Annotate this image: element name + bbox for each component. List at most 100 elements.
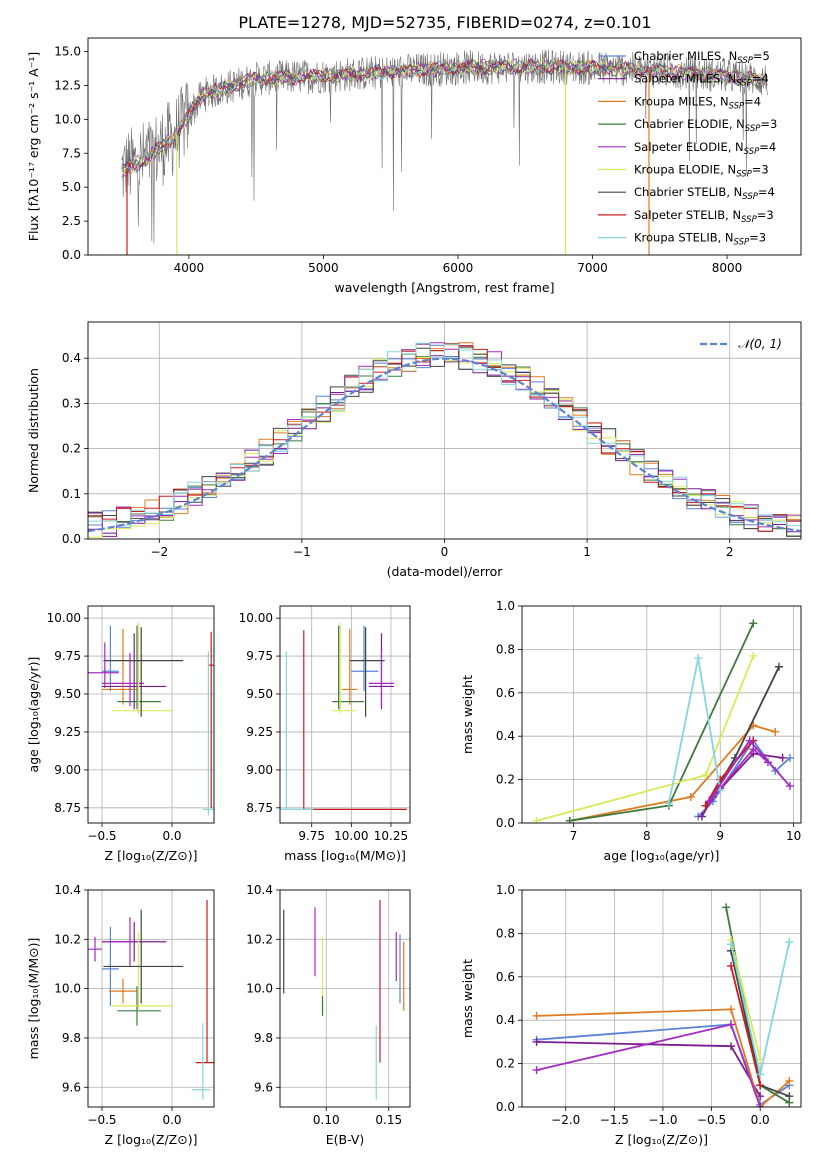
x-tick-label: 7 bbox=[570, 829, 578, 843]
x-tick-label: 7000 bbox=[577, 261, 608, 275]
series-line bbox=[569, 724, 776, 822]
weight-vs-metallicity-plot: −2.0 −1.5 −1.0 −0.5 0.0 0.0 0.2 0.4 0.6 0.8 1.0 Z [… bbox=[460, 883, 802, 1147]
x-axis-label: Z [log₁₀(Z/Z⊙)] bbox=[105, 1132, 198, 1147]
x-tick-label: −1.5 bbox=[600, 1113, 629, 1127]
x-tick-label: −1 bbox=[293, 545, 311, 559]
x-tick-label: 0 bbox=[441, 545, 449, 559]
data-point-marker bbox=[771, 727, 780, 736]
y-tick-label: 1.0 bbox=[496, 599, 515, 613]
weight-vs-age-plot: 7 8 9 10 0.0 0.2 0.4 0.6 0.8 1.0 age [log₁₀(age/yr… bbox=[460, 599, 802, 863]
observed-spectrum-line bbox=[121, 49, 768, 244]
x-tick-label: 8 bbox=[643, 829, 651, 843]
axes-frame bbox=[279, 889, 411, 1108]
x-axis-label: Z [log₁₀(Z/Z⊙)] bbox=[105, 848, 198, 863]
data-point-marker bbox=[745, 736, 754, 745]
y-tick-label: 10.0 bbox=[54, 982, 81, 996]
figure-title: PLATE=1278, MJD=52735, FIBERID=0274, z=0… bbox=[238, 13, 651, 32]
x-axis-label: E(B-V) bbox=[326, 1132, 365, 1147]
legend-label: Kroupa STELIB, NSSP=3 bbox=[634, 231, 766, 248]
errorbars bbox=[88, 622, 214, 816]
legend-label: Chabrier STELIB, NSSP=4 bbox=[634, 185, 775, 202]
legend-label: Kroupa MILES, NSSP=4 bbox=[634, 94, 761, 111]
data-point-marker bbox=[722, 903, 731, 912]
mass-vs-extinction-plot: 0.10 0.15 9.6 9.8 10.0 10.2 10.4 E(B-V) bbox=[246, 883, 411, 1147]
spectrum-plot: 4000 5000 6000 7000 8000 0.0 2.5 5.0 7.5 10.0 12.5… bbox=[26, 37, 802, 295]
data-point-marker bbox=[701, 801, 710, 810]
legend-label: Kroupa ELODIE, NSSP=3 bbox=[634, 163, 769, 180]
y-tick-label: 0.2 bbox=[62, 442, 81, 456]
axes-frame bbox=[279, 605, 411, 824]
mass-vs-metallicity-plot: −0.5 0.0 9.6 9.8 10.0 10.2 10.4 Z [log₁₀(Z/Z⊙)]… bbox=[26, 883, 215, 1147]
axes-frame bbox=[87, 37, 802, 256]
series-line bbox=[536, 1041, 761, 1097]
y-axis-label: mass weight bbox=[460, 675, 475, 754]
legend-label: Salpeter MILES, NSSP=4 bbox=[634, 72, 769, 89]
y-tick-label: 0.0 bbox=[62, 532, 81, 546]
y-tick-label: 10.00 bbox=[239, 611, 273, 625]
y-axis-label: age [log₁₀(age/yr)] bbox=[26, 657, 41, 773]
y-tick-label: 0.6 bbox=[496, 970, 515, 984]
x-tick-label: −0.5 bbox=[87, 1113, 116, 1127]
x-axis-label: (data-model)/error bbox=[387, 564, 504, 579]
x-tick-label: 0.0 bbox=[751, 1113, 770, 1127]
x-tick-label: 0.15 bbox=[375, 1113, 402, 1127]
histograms bbox=[88, 342, 801, 538]
data-point-marker bbox=[785, 782, 794, 791]
y-tick-label: 10.0 bbox=[246, 982, 273, 996]
x-tick-label: 1 bbox=[583, 545, 591, 559]
data-point-marker bbox=[694, 654, 703, 663]
data-point-marker bbox=[532, 816, 541, 823]
data-point-marker bbox=[756, 1103, 765, 1107]
data-point-marker bbox=[756, 1081, 765, 1090]
y-tick-label: 2.5 bbox=[62, 214, 81, 228]
legend-label: Salpeter ELODIE, NSSP=4 bbox=[634, 140, 776, 157]
series-line bbox=[730, 939, 762, 1060]
y-tick-label: 9.50 bbox=[246, 687, 273, 701]
y-tick-label: 10.2 bbox=[246, 932, 273, 946]
y-tick-label: 0.0 bbox=[62, 248, 81, 262]
x-tick-label: 6000 bbox=[443, 261, 474, 275]
x-tick-label: −2 bbox=[150, 545, 168, 559]
y-tick-label: 10.2 bbox=[54, 932, 81, 946]
y-tick-label: 10.4 bbox=[246, 883, 273, 897]
y-tick-label: 0.1 bbox=[62, 487, 81, 501]
y-tick-label: 8.75 bbox=[54, 801, 81, 815]
x-tick-label: 10.00 bbox=[334, 829, 368, 843]
data-point-marker bbox=[697, 812, 706, 821]
x-tick-label: 5000 bbox=[308, 261, 339, 275]
y-tick-label: 0.0 bbox=[496, 1100, 515, 1114]
y-tick-label: 9.00 bbox=[246, 763, 273, 777]
y-tick-label: 12.5 bbox=[54, 78, 81, 92]
y-tick-label: 9.8 bbox=[62, 1031, 81, 1045]
y-axis-label: mass weight bbox=[460, 959, 475, 1038]
y-tick-label: 0.8 bbox=[496, 642, 515, 656]
x-tick-label: −0.5 bbox=[697, 1113, 726, 1127]
y-tick-label: 0.2 bbox=[496, 1057, 515, 1071]
x-tick-label: 0.0 bbox=[162, 829, 181, 843]
y-tick-label: 0.8 bbox=[496, 926, 515, 940]
data-point-marker bbox=[686, 792, 695, 801]
x-tick-label: 9 bbox=[716, 829, 724, 843]
axes-frame bbox=[521, 889, 802, 1108]
y-tick-label: 9.75 bbox=[246, 649, 273, 663]
y-tick-label: 15.0 bbox=[54, 45, 81, 59]
series-line bbox=[536, 655, 755, 822]
y-tick-label: 0.4 bbox=[62, 351, 81, 365]
data-point-marker bbox=[532, 1011, 541, 1020]
x-tick-label: 10 bbox=[786, 829, 801, 843]
age-vs-metallicity-plot: −0.5 0.0 8.75 9.00 9.25 9.50 9.75 10.00 Z [log₁₀… bbox=[26, 605, 215, 863]
axes-frame bbox=[87, 605, 215, 824]
data-point-marker bbox=[749, 745, 758, 754]
histogram-step-line bbox=[88, 342, 801, 527]
data-point-marker bbox=[785, 753, 794, 762]
x-tick-label: 9.75 bbox=[298, 829, 325, 843]
y-tick-label: 0.4 bbox=[496, 729, 515, 743]
y-tick-label: 7.5 bbox=[62, 146, 81, 160]
data-point-marker bbox=[785, 1076, 794, 1085]
x-axis-label: wavelength [Angstrom, rest frame] bbox=[334, 280, 554, 295]
y-tick-label: 9.6 bbox=[254, 1080, 273, 1094]
series-line bbox=[569, 623, 755, 822]
data-point-marker bbox=[716, 786, 725, 795]
x-tick-label: 8000 bbox=[712, 261, 743, 275]
